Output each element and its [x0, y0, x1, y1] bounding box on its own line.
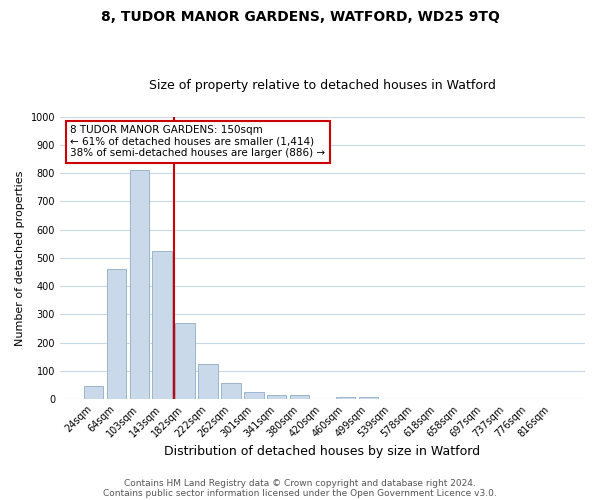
- Text: Contains HM Land Registry data © Crown copyright and database right 2024.: Contains HM Land Registry data © Crown c…: [124, 478, 476, 488]
- Bar: [152, 251, 172, 399]
- Bar: [84, 386, 103, 399]
- Bar: [335, 397, 355, 399]
- Bar: [198, 364, 218, 399]
- Bar: [359, 397, 378, 399]
- Bar: [107, 269, 126, 399]
- Y-axis label: Number of detached properties: Number of detached properties: [15, 170, 25, 346]
- Bar: [267, 396, 286, 399]
- Text: 8 TUDOR MANOR GARDENS: 150sqm
← 61% of detached houses are smaller (1,414)
38% o: 8 TUDOR MANOR GARDENS: 150sqm ← 61% of d…: [70, 125, 326, 158]
- Bar: [290, 396, 309, 399]
- Bar: [175, 323, 195, 399]
- Bar: [130, 170, 149, 399]
- Text: 8, TUDOR MANOR GARDENS, WATFORD, WD25 9TQ: 8, TUDOR MANOR GARDENS, WATFORD, WD25 9T…: [101, 10, 499, 24]
- Text: Contains public sector information licensed under the Open Government Licence v3: Contains public sector information licen…: [103, 488, 497, 498]
- Bar: [221, 383, 241, 399]
- Title: Size of property relative to detached houses in Watford: Size of property relative to detached ho…: [149, 79, 496, 92]
- Bar: [244, 392, 263, 399]
- X-axis label: Distribution of detached houses by size in Watford: Distribution of detached houses by size …: [164, 444, 481, 458]
